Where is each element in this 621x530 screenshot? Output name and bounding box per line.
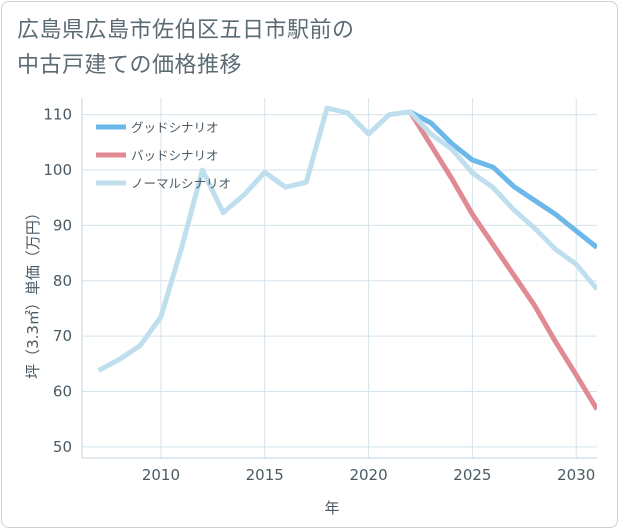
x-axis-ticks: 2010 2015 2020 2025 2030 — [142, 466, 596, 484]
y-axis-ticks: 50 60 70 80 90 100 110 — [43, 106, 72, 456]
y-axis-title: 坪（3.3㎡）単価（万円） — [24, 205, 42, 379]
y-tick-label: 80 — [53, 272, 72, 290]
legend-label: ノーマルシナリオ — [131, 176, 231, 191]
x-tick-label: 2025 — [453, 466, 491, 484]
x-tick-label: 2020 — [349, 466, 387, 484]
series-line-1 — [408, 109, 597, 250]
series-line-2 — [407, 110, 597, 411]
y-tick-label: 100 — [43, 161, 72, 179]
title-line-1: 広島県広島市佐伯区五日市駅前の — [17, 18, 355, 43]
chart-title: 広島県広島市佐伯区五日市駅前の 中古戸建ての価格推移 — [17, 13, 437, 83]
series-line-3 — [97, 105, 597, 373]
x-tick-label: 2015 — [246, 466, 284, 484]
y-tick-label: 70 — [53, 327, 72, 345]
grid — [81, 98, 597, 459]
y-tick-label: 110 — [43, 106, 72, 124]
y-tick-label: 90 — [53, 216, 72, 234]
x-axis-title: 年 — [324, 499, 339, 517]
y-tick-label: 60 — [53, 383, 72, 401]
x-tick-label: 2010 — [142, 466, 180, 484]
legend-label: グッドシナリオ — [131, 120, 219, 135]
x-tick-label: 2030 — [557, 466, 595, 484]
y-tick-label: 50 — [53, 438, 72, 456]
plot-area — [97, 105, 597, 411]
legend-label: バッドシナリオ — [131, 148, 219, 163]
title-line-2: 中古戸建ての価格推移 — [17, 53, 243, 78]
